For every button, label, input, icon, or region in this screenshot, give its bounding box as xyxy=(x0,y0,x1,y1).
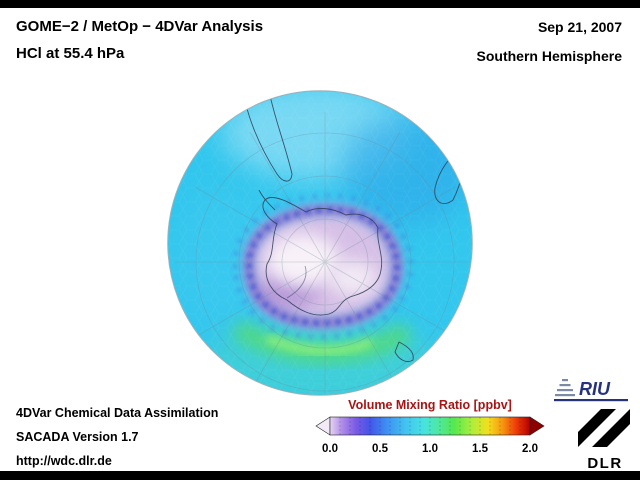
tick-label-2: 1.0 xyxy=(422,443,438,455)
version-label: SACADA Version 1.7 xyxy=(16,430,139,444)
dlr-logo-mark xyxy=(578,409,630,447)
dlr-logo-text: DLR xyxy=(587,455,623,472)
colorbar-over-range-arrow xyxy=(529,416,545,436)
colorbar: Volume Mixing Ratio [ppbv] 0.0 0.5 1.0 1… xyxy=(314,398,546,457)
tick-label-4: 2.0 xyxy=(522,443,538,455)
globe-rim xyxy=(167,90,473,396)
new-zealand-coastline xyxy=(394,341,414,363)
wdc-url-label: http://wdc.dlr.de xyxy=(16,454,112,468)
tick-label-3: 1.5 xyxy=(472,443,488,455)
header-left: GOME−2 / MetOp − 4DVar Analysis HCl at 5… xyxy=(16,13,263,67)
top-border-bar xyxy=(0,0,640,8)
graticule xyxy=(175,112,472,395)
assimilation-label: 4DVar Chemical Data Assimilation xyxy=(16,406,219,420)
dlr-logo: DLR xyxy=(576,407,634,472)
hex-grid-texture xyxy=(168,91,472,395)
footer-credits: 4DVar Chemical Data Assimilation SACADA … xyxy=(16,401,218,473)
hemisphere-map xyxy=(167,90,473,396)
header-right: Sep 21, 2007 Southern Hemisphere xyxy=(477,13,622,71)
tick-label-1: 0.5 xyxy=(372,443,388,455)
colorbar-tick-labels: 0.0 0.5 1.0 1.5 2.0 xyxy=(314,443,546,457)
colorbar-title: Volume Mixing Ratio [ppbv] xyxy=(348,398,512,412)
bottom-border-bar xyxy=(0,471,640,480)
ice-shelf-line xyxy=(286,265,307,299)
colorbar-scale xyxy=(315,416,545,436)
analysis-title: GOME−2 / MetOp − 4DVar Analysis xyxy=(16,18,264,35)
antarctica-coastline xyxy=(262,197,383,316)
riu-logo-text: RIU xyxy=(579,379,611,399)
south-america-coastline xyxy=(242,91,293,182)
colorbar-segment-ticks xyxy=(339,417,521,435)
date-label: Sep 21, 2007 xyxy=(537,19,622,35)
riu-logo-mark xyxy=(555,379,575,397)
hemisphere-label: Southern Hemisphere xyxy=(476,48,622,64)
tick-label-0: 0.0 xyxy=(322,443,338,455)
riu-logo-underline xyxy=(554,399,628,402)
level-subtitle: HCl at 55.4 hPa xyxy=(16,45,125,62)
antarctic-peninsula-line xyxy=(258,189,276,211)
colorbar-under-range-arrow xyxy=(315,416,331,436)
riu-logo: RIU xyxy=(554,376,630,409)
